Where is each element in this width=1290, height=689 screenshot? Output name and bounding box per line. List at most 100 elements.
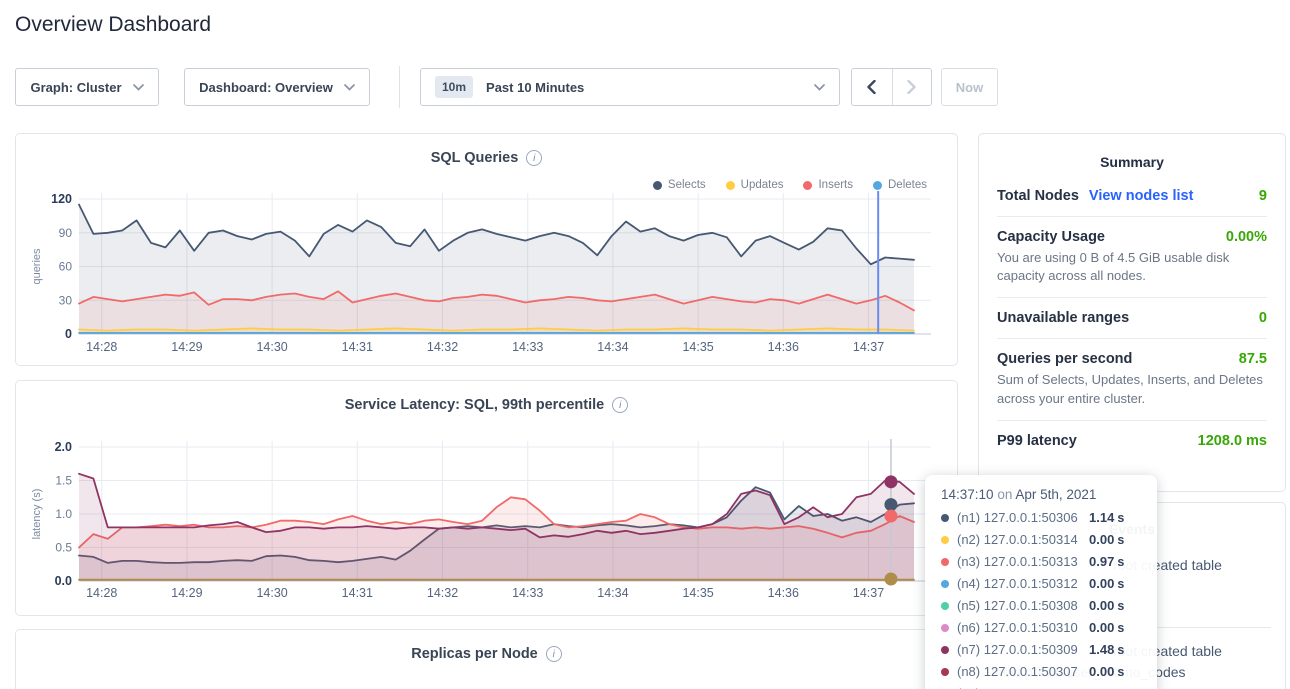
sql-queries-chart-card: SQL Queries i Selects Updates Inserts Delet…	[15, 133, 958, 366]
tooltip-node-label: (n6) 127.0.0.1:50310	[957, 620, 1078, 635]
dashboard-dropdown[interactable]: Dashboard: Overview	[184, 68, 370, 106]
svg-text:14:35: 14:35	[682, 586, 713, 600]
capacity-usage-desc: You are using 0 B of 4.5 GiB usable disk…	[997, 250, 1230, 284]
tooltip-node-value: 0.97	[1089, 554, 1115, 569]
graph-dropdown[interactable]: Graph: Cluster	[15, 68, 159, 106]
svg-text:14:34: 14:34	[597, 340, 628, 354]
legend-item[interactable]: Selects	[652, 179, 706, 191]
chevron-down-icon	[132, 83, 144, 91]
svg-text:14:28: 14:28	[86, 586, 117, 600]
info-icon[interactable]: i	[612, 397, 629, 413]
tooltip-node-unit: s	[1117, 555, 1125, 569]
graph-dropdown-label: Graph: Cluster	[30, 79, 122, 95]
legend-dot-icon	[873, 180, 882, 190]
tooltip-node-unit: s	[1117, 599, 1125, 613]
chart-hover-tooltip: 14:37:10 on Apr 5th, 2021 (n1) 127.0.0.1…	[925, 475, 1157, 689]
legend-label: Deletes	[888, 179, 927, 191]
svg-text:14:32: 14:32	[427, 340, 458, 354]
summary-item-p99-latency: P99 latency 1208.0 ms	[997, 421, 1267, 461]
node-color-dot-icon	[941, 580, 949, 588]
toolbar-divider	[399, 66, 400, 108]
time-range-label: Past 10 Minutes	[486, 79, 585, 95]
time-nav-group	[851, 68, 932, 106]
replicas-chart-title: Replicas per Node	[411, 646, 538, 662]
sql-queries-chart-plot[interactable]: 14:28 14:29 14:30 14:31 14:32 14:33 14:34 14:35…	[16, 134, 959, 367]
svg-text:14:36: 14:36	[768, 340, 799, 354]
tooltip-node-value: 0.00	[1089, 598, 1115, 613]
tooltip-node-label: (n3) 127.0.0.1:50313	[957, 554, 1078, 569]
tooltip-rows: (n1) 127.0.0.1:50306 1.14 s (n2) 127.0.0.1:…	[941, 509, 1141, 689]
svg-text:queries: queries	[31, 248, 43, 285]
legend-item[interactable]: Updates	[725, 179, 783, 191]
tooltip-node-unit: s	[1117, 643, 1125, 657]
node-color-dot-icon	[941, 536, 949, 544]
tooltip-node-label: (n2) 127.0.0.1:50314	[957, 532, 1078, 547]
tooltip-node-value: 1.14	[1089, 510, 1115, 525]
summary-item-capacity-usage: Capacity Usage 0.00% You are using 0 B o…	[997, 217, 1267, 299]
queries-per-second-label: Queries per second	[997, 351, 1133, 368]
now-button[interactable]: Now	[941, 68, 998, 106]
dashboard-dropdown-label: Dashboard: Overview	[199, 79, 333, 95]
legend-dot-icon	[803, 180, 813, 190]
chart-legend: Selects Updates Inserts Deletes	[652, 179, 927, 191]
svg-text:90: 90	[59, 226, 73, 240]
tooltip-node-value: 0.00	[1089, 620, 1115, 635]
tooltip-node-label: (n1) 127.0.0.1:50306	[957, 510, 1078, 525]
node-color-dot-icon	[941, 624, 949, 632]
summary-item-unavailable-ranges: Unavailable ranges 0	[997, 298, 1267, 340]
tooltip-node-label: (n8) 127.0.0.1:50307	[957, 664, 1078, 679]
svg-text:1.5: 1.5	[55, 474, 72, 488]
tooltip-row: (n3) 127.0.0.1:50313 0.97 s	[941, 553, 1141, 571]
tooltip-timestamp: 14:37:10 on Apr 5th, 2021	[941, 487, 1097, 502]
tooltip-node-label: (n4) 127.0.0.1:50312	[957, 576, 1078, 591]
capacity-usage-value: 0.00%	[1225, 229, 1267, 245]
summary-items: Total Nodes View nodes list 9 Capacity U…	[997, 176, 1267, 461]
tooltip-row: (n9) 127.0.0.1:503110.00s	[941, 685, 1141, 689]
total-nodes-label: Total Nodes	[997, 188, 1079, 204]
service-latency-chart-card: Service Latency: SQL, 99th percentile i …	[15, 380, 958, 616]
time-next-button[interactable]	[891, 69, 932, 105]
summary-title: Summary	[1100, 154, 1164, 170]
tooltip-node-label: (n5) 127.0.0.1:50308	[957, 598, 1078, 613]
legend-dot-icon	[652, 180, 662, 190]
svg-text:120: 120	[51, 192, 72, 206]
svg-text:14:31: 14:31	[342, 586, 373, 600]
summary-item-queries-per-second: Queries per second 87.5 Sum of Selects, …	[997, 339, 1267, 421]
legend-item[interactable]: Inserts	[803, 179, 853, 191]
tooltip-node-unit: s	[1117, 533, 1125, 547]
node-color-dot-icon	[941, 668, 949, 676]
chart-title-row: SQL Queries i	[16, 150, 957, 166]
replicas-per-node-chart-card: Replicas per Node i	[15, 629, 958, 689]
info-icon[interactable]: i	[545, 646, 562, 662]
tooltip-node-unit: s	[1117, 665, 1125, 679]
tooltip-node-value: 0.00	[1089, 576, 1115, 591]
tooltip-node-unit: s	[1117, 577, 1125, 591]
tooltip-row: (n6) 127.0.0.1:50310 0.00 s	[941, 619, 1141, 637]
svg-text:14:30: 14:30	[256, 586, 287, 600]
legend-item[interactable]: Deletes	[873, 179, 927, 191]
tooltip-node-value: 0.00	[1089, 532, 1115, 547]
info-icon[interactable]: i	[526, 150, 543, 166]
service-latency-chart-plot[interactable]: 14:28 14:29 14:30 14:31 14:32 14:33 14:34 14:35…	[16, 381, 959, 617]
view-nodes-list-link[interactable]: View nodes list	[1088, 188, 1194, 204]
svg-text:14:36: 14:36	[768, 586, 799, 600]
node-color-dot-icon	[941, 602, 949, 610]
chart-title-row: Replicas per Node i	[16, 646, 957, 662]
capacity-usage-label: Capacity Usage	[997, 229, 1105, 245]
tooltip-row: (n5) 127.0.0.1:50308 0.00 s	[941, 597, 1141, 615]
svg-text:14:34: 14:34	[597, 586, 628, 600]
svg-text:30: 30	[59, 293, 73, 307]
chevron-right-icon	[907, 80, 916, 94]
svg-text:14:37: 14:37	[853, 340, 884, 354]
svg-text:14:28: 14:28	[86, 340, 117, 354]
time-range-dropdown[interactable]: 10m Past 10 Minutes	[420, 68, 840, 106]
summary-panel: Summary Total Nodes View nodes list 9 Ca…	[978, 133, 1286, 492]
chevron-down-icon	[814, 83, 825, 91]
queries-per-second-value: 87.5	[1238, 351, 1267, 368]
tooltip-row: (n2) 127.0.0.1:50314 0.00 s	[941, 531, 1141, 549]
tooltip-node-value: 1.48	[1089, 642, 1115, 657]
svg-text:14:30: 14:30	[256, 340, 287, 354]
time-prev-button[interactable]	[852, 69, 892, 105]
tooltip-node-unit: s	[1117, 685, 1124, 689]
svg-text:latency (s): latency (s)	[31, 489, 43, 540]
